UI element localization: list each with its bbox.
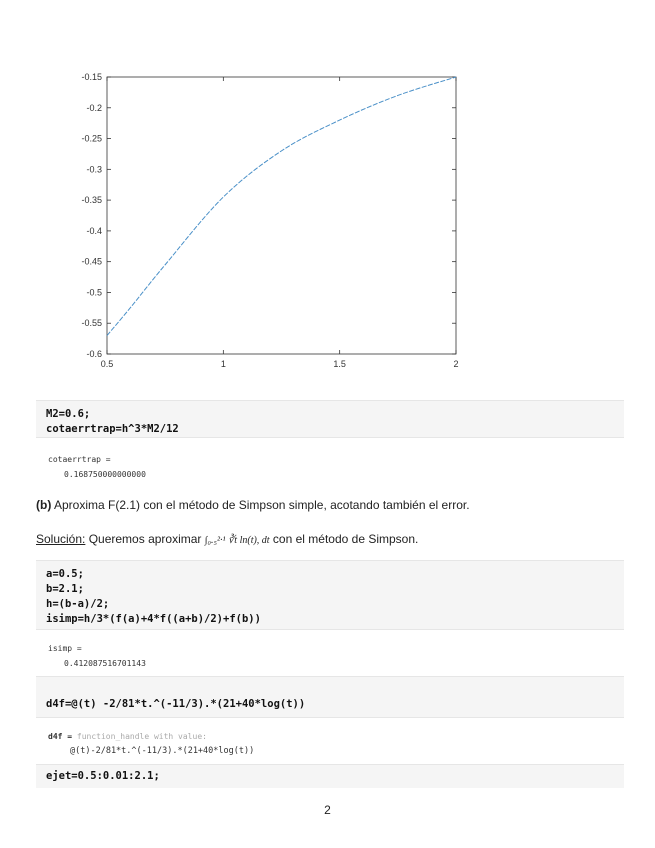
solution-body: Queremos aproximar [85, 532, 205, 546]
y-tick-label: -0.15 [81, 72, 102, 82]
x-tick-label: 2 [453, 359, 458, 369]
y-tick-label: -0.5 [86, 287, 102, 297]
part-b-body: Aproxima F(2.1) con el método de Simpson… [51, 498, 470, 512]
output-value: @(t)-2/81*t.^(-11/3).*(21+40*log(t)) [70, 746, 255, 756]
code-cell-simpson[interactable]: a=0.5; b=2.1; h=(b-a)/2; isimp=h/3*(f(a)… [36, 560, 624, 630]
y-tick-label: -0.45 [81, 257, 102, 267]
y-tick-label: -0.35 [81, 195, 102, 205]
y-tick-label: -0.4 [86, 226, 102, 236]
y-tick-label: -0.3 [86, 164, 102, 174]
series-line [106, 76, 457, 336]
y-tick-label: -0.25 [81, 134, 102, 144]
code-cell-ejet[interactable]: ejet=0.5:0.01:2.1; [36, 764, 624, 788]
x-tick-label: 1.5 [333, 359, 346, 369]
x-tick-label: 0.5 [101, 359, 114, 369]
output-var: d4f = [48, 732, 77, 741]
solution-body-end: con el método de Simpson. [269, 532, 419, 546]
x-tick-label: 1 [221, 359, 226, 369]
integral-math: ∫₀.₅²·¹ ∛t ln(t), dt [204, 535, 270, 546]
part-b-text: (b) Aproxima F(2.1) con el método de Sim… [36, 498, 470, 512]
output-name: isimp = [48, 644, 82, 653]
output-name: d4f = function_handle with value: [48, 732, 207, 741]
y-tick-label: -0.6 [86, 349, 102, 359]
axes-box [106, 76, 457, 355]
y-tick-label: -0.2 [86, 103, 102, 113]
solution-text: Solución: Queremos aproximar ∫₀.₅²·¹ ∛t … [36, 532, 418, 546]
output-name: cotaerrtrap = [48, 455, 111, 464]
part-b-label: (b) [36, 498, 52, 512]
code-cell-cotaerrtrap[interactable]: M2=0.6; cotaerrtrap=h^3*M2/12 [36, 400, 624, 438]
output-value: 0.412087516701143 [64, 659, 146, 668]
solution-label: Solución: [36, 532, 86, 546]
line-chart: 0.5 1 1.5 2 -0.15 -0.2 -0.25 -0.3 -0.35 -0.4 -0.45… [81, 72, 458, 369]
page-number: 2 [324, 803, 331, 817]
output-value: 0.168750000000000 [64, 470, 146, 479]
output-desc: function_handle with value: [76, 732, 207, 741]
y-tick-label: -0.55 [81, 318, 102, 328]
code-cell-d4f[interactable]: d4f=@(t) -2/81*t.^(-11/3).*(21+40*log(t)… [36, 676, 624, 718]
